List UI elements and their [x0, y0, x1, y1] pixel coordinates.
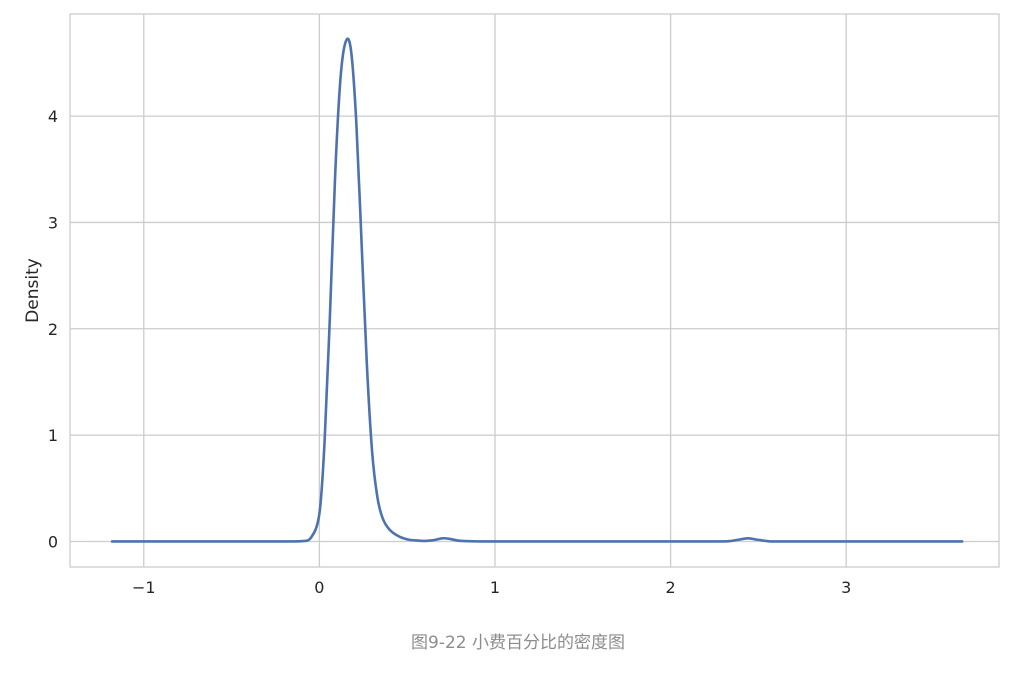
x-tick-label: 0: [314, 578, 324, 597]
plot-frame: [69, 13, 1000, 568]
y-tick-label: 1: [48, 426, 58, 445]
y-tick-label: 4: [48, 107, 58, 126]
y-tick-label: 2: [48, 320, 58, 339]
x-tick-label: 1: [490, 578, 500, 597]
y-axis-label: Density: [23, 258, 43, 323]
grid-lines: [70, 14, 999, 567]
x-tick-label: −1: [132, 578, 156, 597]
y-tick-label: 3: [48, 213, 58, 232]
tick-labels: −1 0 1 2 3 0 1 2 3 4: [48, 107, 851, 597]
x-tick-label: 3: [841, 578, 851, 597]
figure-caption: 图9-22 小费百分比的密度图: [411, 633, 625, 653]
y-tick-label: 0: [48, 532, 58, 551]
x-tick-label: 2: [666, 578, 676, 597]
density-line: [110, 37, 964, 543]
